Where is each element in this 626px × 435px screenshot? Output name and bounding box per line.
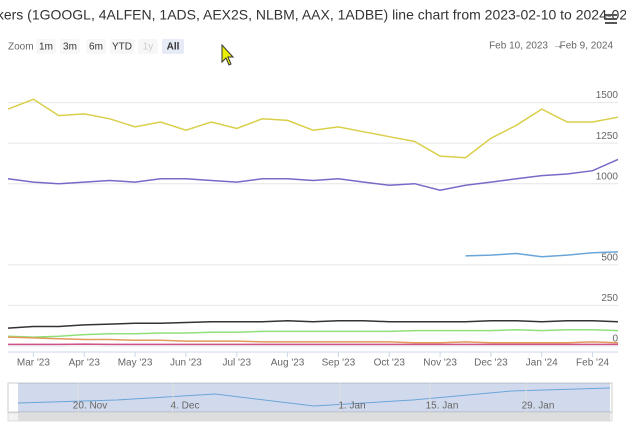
x-tick-label: Aug '23 <box>271 358 305 369</box>
x-tick-label: Jun '23 <box>170 358 202 369</box>
x-tick-label: Nov '23 <box>423 358 457 369</box>
range-to[interactable]: Feb 9, 2024 <box>560 41 614 52</box>
cursor <box>222 45 233 65</box>
navigator-label: 20. Nov <box>73 401 107 412</box>
navigator-label: 15. Jan <box>426 401 459 412</box>
series-line <box>8 337 618 343</box>
zoom-button-label[interactable]: 3m <box>63 42 77 53</box>
series-line <box>8 99 618 157</box>
x-tick-label: Apr '23 <box>69 358 101 369</box>
series-line <box>466 252 619 257</box>
zoom-button-label[interactable]: All <box>167 42 180 53</box>
zoom-button-label[interactable]: YTD <box>112 42 132 53</box>
y-tick-label: 1500 <box>596 90 619 101</box>
range-arrow: → <box>553 41 563 52</box>
series-line <box>8 321 618 328</box>
zoom-button-label[interactable]: 1y <box>143 42 154 53</box>
x-tick-label: Mar '23 <box>17 358 50 369</box>
navigator-label: 29. Jan <box>522 401 555 412</box>
x-tick-label: Sep '23 <box>322 358 356 369</box>
y-tick-label: 250 <box>601 293 618 304</box>
navigator-label: 1. Jan <box>338 401 365 412</box>
x-tick-label: Feb '24 <box>576 358 609 369</box>
chart-title: Tickers (1GOOGL, 4ALFEN, 1ADS, AEX2S, NL… <box>0 7 626 23</box>
scrollbar-thumb[interactable] <box>18 413 610 421</box>
x-tick-label: May '23 <box>118 358 153 369</box>
series-line <box>8 330 618 337</box>
x-tick-label: Jan '24 <box>526 358 558 369</box>
y-tick-label: 500 <box>601 252 618 263</box>
navigator-label: 4. Dec <box>171 401 200 412</box>
x-tick-label: Jul '23 <box>222 358 251 369</box>
x-tick-label: Dec '23 <box>474 358 508 369</box>
y-tick-label: 1250 <box>596 131 619 142</box>
series-line <box>8 159 618 190</box>
range-from[interactable]: Feb 10, 2023 <box>489 41 548 52</box>
zoom-button-label[interactable]: 6m <box>89 42 103 53</box>
x-tick-label: Oct '23 <box>374 358 406 369</box>
zoom-label: Zoom <box>8 42 34 53</box>
zoom-button-label[interactable]: 1m <box>39 42 53 53</box>
y-tick-label: 1000 <box>596 171 619 182</box>
